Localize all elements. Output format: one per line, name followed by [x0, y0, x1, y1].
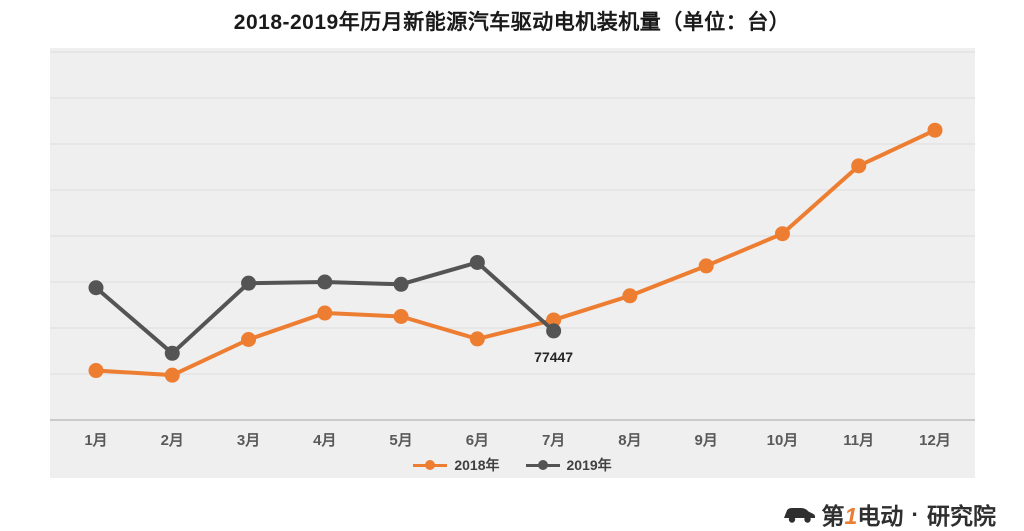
legend: 2018年 2019年	[50, 455, 975, 475]
data-point-2018年-2月	[164, 367, 180, 383]
brand-watermark: 第1电动 · 研究院	[782, 497, 996, 531]
x-axis-label: 10月	[767, 432, 799, 449]
data-point-2018年-6月	[469, 331, 485, 347]
x-axis-label: 5月	[389, 432, 412, 449]
legend-swatch-2018-icon	[413, 459, 448, 471]
x-axis-label: 6月	[466, 432, 489, 449]
x-axis-label: 4月	[313, 432, 336, 449]
legend-label-2018: 2018年	[454, 457, 500, 473]
data-point-2018年-5月	[393, 309, 409, 324]
data-point-2018年-1月	[88, 363, 104, 379]
brand-separator: ·	[911, 500, 919, 527]
series-line-2018年	[94, 128, 937, 378]
data-point-2019年-2月	[164, 345, 180, 361]
x-axis-label: 7月	[542, 432, 565, 449]
brand-org: 研究院	[927, 503, 996, 529]
data-point-2018年-9月	[698, 258, 714, 274]
x-axis-label: 8月	[618, 432, 641, 449]
brand-text: 第1电动	[821, 503, 904, 529]
legend-item-2019: 2019年	[525, 455, 612, 475]
data-point-2018年-4月	[317, 305, 333, 321]
x-axis-label: 11月	[843, 432, 874, 449]
x-axis-label: 2月	[161, 432, 184, 449]
plot-area: 1月 2月 3月 4月 5月 6月 7月 8月 9月 10月 11月 12月 77447 2018年 2…	[50, 48, 975, 478]
chart-svg: 1月 2月 3月 4月 5月 6月 7月 8月 9月 10月 11月 12月 77447	[50, 51, 975, 449]
data-point-2019年-3月	[241, 275, 257, 291]
data-point-2018年-7月	[546, 312, 562, 328]
legend-label-2019: 2019年	[566, 457, 612, 473]
legend-item-2018: 2018年	[413, 455, 500, 475]
data-point-2019年-6月	[469, 254, 485, 270]
legend-swatch-2019-icon	[525, 459, 560, 471]
data-point-2018年-10月	[774, 226, 790, 242]
data-point-2019年-1月	[88, 280, 104, 296]
x-axis-label: 12月	[919, 432, 951, 449]
data-point-2019年-5月	[393, 276, 409, 292]
data-point-2018年-11月	[851, 158, 867, 174]
x-axis-label: 9月	[695, 432, 718, 449]
x-axis-label: 1月	[84, 432, 107, 449]
brand-number: 1	[844, 503, 858, 529]
data-point-2018年-8月	[622, 288, 638, 304]
car-logo-icon	[783, 508, 815, 523]
chart-title: 2018-2019年历月新能源汽车驱动电机装机量（单位：台）	[233, 11, 791, 34]
x-axis-label: 3月	[237, 432, 260, 449]
data-point-2019年-7月	[546, 323, 562, 339]
data-point-2019年-4月	[317, 274, 333, 290]
data-point-2018年-12月	[927, 122, 943, 138]
data-point-2018年-3月	[241, 332, 257, 347]
data-label: 77447	[534, 349, 573, 365]
